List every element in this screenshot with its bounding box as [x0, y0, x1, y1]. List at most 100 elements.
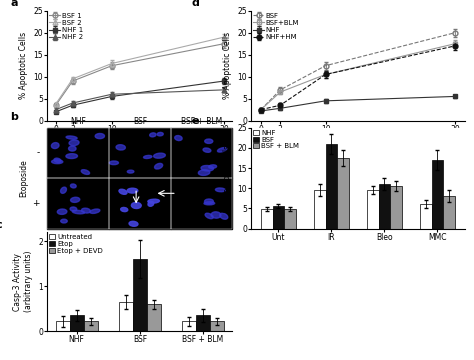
Text: NHF: NHF [70, 117, 86, 126]
Bar [119, 188, 169, 226]
Ellipse shape [209, 165, 217, 168]
Ellipse shape [150, 133, 156, 137]
Bar [273, 206, 284, 229]
Ellipse shape [57, 209, 67, 215]
Y-axis label: % Apoptotic Cells: % Apoptotic Cells [223, 32, 232, 99]
Ellipse shape [119, 189, 127, 194]
Text: c: c [0, 220, 2, 230]
Ellipse shape [61, 187, 66, 193]
Bar [431, 160, 443, 229]
Ellipse shape [175, 136, 182, 140]
Text: a: a [10, 0, 18, 8]
Ellipse shape [148, 202, 154, 206]
Ellipse shape [54, 158, 61, 162]
Text: b: b [10, 112, 18, 122]
Ellipse shape [66, 154, 78, 158]
Bar [210, 321, 224, 331]
Ellipse shape [129, 221, 138, 226]
Bar [390, 186, 402, 229]
Text: BSF: BSF [133, 117, 147, 126]
Text: e: e [191, 116, 199, 126]
Ellipse shape [127, 188, 138, 193]
Bar [171, 178, 232, 229]
Y-axis label: % Apoptotic Cells: % Apoptotic Cells [223, 145, 232, 212]
Bar [182, 321, 196, 331]
Ellipse shape [69, 146, 76, 151]
Ellipse shape [128, 170, 134, 173]
Y-axis label: % Apoptotic Cells: % Apoptotic Cells [19, 32, 28, 99]
Bar [70, 315, 83, 331]
Bar [367, 190, 379, 229]
Legend: NHF, BSF, BSF + BLM: NHF, BSF, BSF + BLM [253, 129, 300, 150]
Ellipse shape [121, 207, 128, 212]
Ellipse shape [66, 136, 77, 139]
Bar [420, 204, 431, 229]
Y-axis label: Casp-3 Activity
(arbitrary units): Casp-3 Activity (arbitrary units) [13, 251, 33, 312]
Ellipse shape [204, 199, 213, 204]
Bar [119, 302, 133, 331]
Ellipse shape [69, 140, 79, 146]
Bar [284, 209, 296, 229]
Bar [109, 128, 171, 178]
Ellipse shape [215, 188, 225, 192]
Ellipse shape [51, 143, 59, 149]
Ellipse shape [204, 202, 215, 205]
Ellipse shape [154, 153, 165, 158]
Bar [109, 178, 171, 229]
Legend: BSF, BSF+BLM, NHF, NHF+HM: BSF, BSF+BLM, NHF, NHF+HM [253, 12, 300, 41]
Bar [171, 128, 232, 178]
X-axis label: Etoposide, μg/ml: Etoposide, μg/ml [326, 139, 390, 148]
Legend: Untreated, Etop, Etop + DEVD: Untreated, Etop, Etop + DEVD [49, 234, 103, 255]
Bar [171, 178, 232, 229]
Ellipse shape [52, 160, 63, 164]
Bar [337, 158, 349, 229]
Bar [261, 209, 273, 229]
Legend: BSF 1, BSF 2, NHF 1, NHF 2: BSF 1, BSF 2, NHF 1, NHF 2 [49, 12, 84, 41]
Bar [109, 178, 171, 229]
Bar [443, 196, 455, 229]
Ellipse shape [71, 197, 80, 202]
Bar [47, 128, 109, 178]
Ellipse shape [70, 207, 77, 211]
Ellipse shape [157, 132, 163, 136]
Bar [133, 259, 147, 331]
Ellipse shape [61, 219, 67, 223]
Bar [379, 184, 390, 229]
Ellipse shape [155, 163, 163, 169]
Ellipse shape [73, 210, 84, 214]
Ellipse shape [131, 202, 141, 208]
Ellipse shape [144, 156, 152, 158]
Ellipse shape [148, 199, 159, 203]
Text: BSF + BLM: BSF + BLM [181, 117, 222, 126]
Bar [147, 304, 161, 331]
Bar [83, 321, 98, 331]
Ellipse shape [205, 139, 213, 143]
Ellipse shape [95, 134, 105, 139]
Ellipse shape [90, 209, 100, 213]
Ellipse shape [201, 166, 214, 171]
Bar [47, 178, 109, 229]
Bar [47, 128, 109, 178]
Text: -: - [37, 148, 40, 158]
Bar [314, 190, 326, 229]
Text: Etoposide: Etoposide [19, 159, 28, 197]
Ellipse shape [71, 184, 76, 188]
Bar [326, 144, 337, 229]
Ellipse shape [81, 170, 90, 174]
X-axis label: Etoposide, μg/ml: Etoposide, μg/ml [108, 139, 172, 148]
Ellipse shape [82, 208, 91, 213]
Ellipse shape [198, 170, 210, 175]
Bar [47, 178, 109, 229]
Text: +: + [33, 199, 40, 208]
Ellipse shape [211, 212, 221, 218]
Bar [109, 128, 171, 178]
Ellipse shape [220, 213, 228, 219]
Ellipse shape [203, 148, 211, 152]
Text: d: d [191, 0, 200, 8]
Ellipse shape [116, 145, 126, 150]
Bar [196, 315, 210, 331]
Bar [56, 321, 70, 331]
Bar [171, 128, 232, 178]
Ellipse shape [205, 213, 213, 219]
Ellipse shape [109, 161, 118, 165]
